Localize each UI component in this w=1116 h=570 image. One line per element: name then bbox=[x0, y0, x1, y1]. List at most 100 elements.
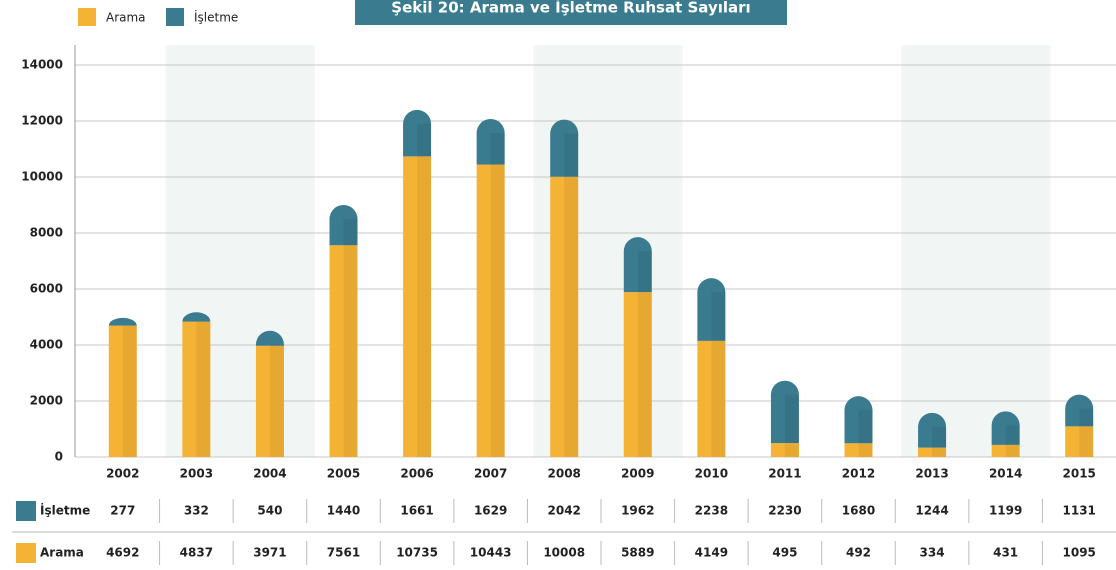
bar-segment bbox=[329, 245, 358, 457]
bar-segment bbox=[108, 317, 137, 326]
bar-shade bbox=[1005, 425, 1020, 445]
bar-shade bbox=[1079, 426, 1094, 457]
table-cell: 277 bbox=[110, 504, 135, 518]
table-cell: 10443 bbox=[470, 546, 512, 560]
table-cell: 4692 bbox=[106, 546, 139, 560]
y-tick-label: 14000 bbox=[21, 58, 63, 72]
bar-shade bbox=[417, 156, 432, 458]
table-row-label: İşletme bbox=[40, 503, 90, 518]
x-tick-label: 2010 bbox=[695, 467, 728, 481]
table-row-label: Arama bbox=[40, 546, 84, 560]
table-cell: 1661 bbox=[400, 504, 433, 518]
bar-segment bbox=[918, 412, 947, 448]
bar-shade bbox=[932, 426, 947, 448]
x-tick-label: 2003 bbox=[180, 467, 213, 481]
bar-segment bbox=[918, 447, 947, 457]
table-cell: 492 bbox=[846, 546, 871, 560]
x-tick-label: 2002 bbox=[106, 467, 139, 481]
bar-segment bbox=[182, 321, 211, 457]
bar-segment bbox=[844, 443, 873, 457]
y-tick-label: 2000 bbox=[30, 394, 63, 408]
x-tick-label: 2007 bbox=[474, 467, 507, 481]
bar-shade bbox=[343, 218, 358, 246]
bar-shade bbox=[490, 132, 505, 165]
bar-segment bbox=[991, 411, 1020, 445]
bar-shade bbox=[343, 245, 358, 457]
bar-shade bbox=[122, 325, 137, 457]
x-tick-label: 2012 bbox=[842, 467, 875, 481]
table-cell: 7561 bbox=[327, 546, 360, 560]
bar-shade bbox=[269, 344, 284, 346]
bar-segment bbox=[255, 330, 284, 346]
bar-shade bbox=[784, 394, 799, 444]
table-cell: 1095 bbox=[1063, 546, 1096, 560]
bar-segment bbox=[991, 444, 1020, 457]
bar-segment bbox=[403, 156, 432, 458]
bar-segment bbox=[182, 312, 211, 322]
table-swatch bbox=[16, 501, 36, 521]
bar-segment bbox=[476, 118, 505, 165]
bar-segment bbox=[623, 292, 652, 457]
x-tick-label: 2011 bbox=[768, 467, 801, 481]
chart-title: Şekil 20: Arama ve İşletme Ruhsat Sayıla… bbox=[391, 0, 750, 17]
bar-shade bbox=[637, 251, 652, 293]
x-tick-label: 2014 bbox=[989, 467, 1022, 481]
x-tick-label: 2008 bbox=[548, 467, 581, 481]
bar-segment bbox=[623, 237, 652, 293]
table-cell: 10008 bbox=[543, 546, 585, 560]
table-cell: 1131 bbox=[1063, 504, 1096, 518]
table-cell: 5889 bbox=[621, 546, 654, 560]
bar-segment bbox=[770, 380, 799, 444]
y-tick-label: 12000 bbox=[21, 114, 63, 128]
bar-segment bbox=[255, 345, 284, 457]
bar-shade bbox=[1079, 408, 1094, 427]
table-cell: 4837 bbox=[180, 546, 213, 560]
table-cell: 334 bbox=[920, 546, 945, 560]
x-tick-label: 2005 bbox=[327, 467, 360, 481]
bar-shade bbox=[932, 447, 947, 457]
bar-shade bbox=[564, 133, 579, 177]
y-tick-label: 10000 bbox=[21, 170, 63, 184]
bar-segment bbox=[403, 109, 432, 157]
bar-shade bbox=[711, 340, 726, 457]
table-cell: 4149 bbox=[695, 546, 728, 560]
legend-label: İşletme bbox=[194, 10, 238, 25]
legend-label: Arama bbox=[106, 11, 146, 25]
table-swatch bbox=[16, 543, 36, 563]
bar-shade bbox=[196, 321, 211, 457]
table-cell: 10735 bbox=[396, 546, 438, 560]
bar-shade bbox=[637, 292, 652, 457]
bar-shade bbox=[784, 443, 799, 457]
band-shade bbox=[901, 45, 1051, 457]
x-tick-label: 2009 bbox=[621, 467, 654, 481]
y-tick-label: 0 bbox=[55, 450, 63, 464]
bar-segment bbox=[697, 340, 726, 457]
table-cell: 1199 bbox=[989, 504, 1022, 518]
y-tick-label: 6000 bbox=[30, 282, 63, 296]
table-cell: 2230 bbox=[768, 504, 801, 518]
legend-swatch bbox=[78, 8, 96, 26]
legend-swatch bbox=[166, 8, 184, 26]
bar-segment bbox=[770, 443, 799, 457]
x-tick-label: 2015 bbox=[1063, 467, 1096, 481]
table-cell: 540 bbox=[257, 504, 282, 518]
bar-segment bbox=[550, 119, 579, 177]
title-box bbox=[355, 0, 787, 25]
x-tick-label: 2013 bbox=[915, 467, 948, 481]
bar-segment bbox=[697, 278, 726, 341]
bar-segment bbox=[550, 176, 579, 457]
bar-shade bbox=[858, 410, 873, 444]
y-tick-label: 8000 bbox=[30, 226, 63, 240]
bar-shade bbox=[490, 164, 505, 457]
table-cell: 1962 bbox=[621, 504, 654, 518]
bar-shade bbox=[858, 443, 873, 457]
table-cell: 1244 bbox=[915, 504, 948, 518]
table-cell: 1440 bbox=[327, 504, 360, 518]
table-cell: 431 bbox=[993, 546, 1018, 560]
bar-segment bbox=[1065, 426, 1094, 457]
table-cell: 2238 bbox=[695, 504, 728, 518]
table-cell: 2042 bbox=[548, 504, 581, 518]
bar-segment bbox=[476, 164, 505, 457]
bar-segment bbox=[844, 396, 873, 444]
